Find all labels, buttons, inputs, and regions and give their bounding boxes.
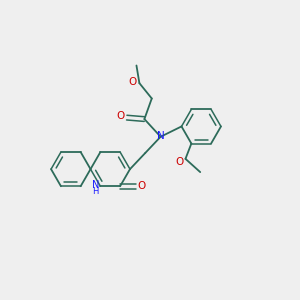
Text: N: N [157,131,165,141]
Text: O: O [137,181,146,191]
Text: O: O [129,77,137,87]
Text: H: H [92,187,99,196]
Text: N: N [92,180,99,190]
Text: O: O [117,111,125,121]
Text: O: O [175,157,183,167]
